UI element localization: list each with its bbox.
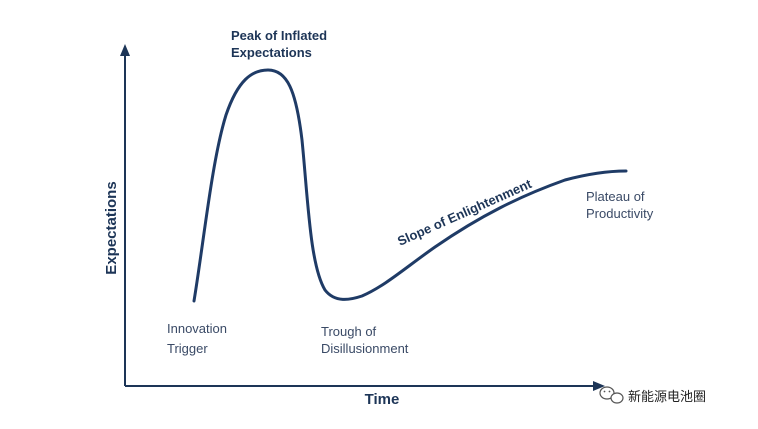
watermark-text: 新能源电池圈 bbox=[628, 389, 706, 405]
watermark: 新能源电池圈 bbox=[599, 386, 706, 405]
y-axis-arrowhead bbox=[120, 44, 130, 56]
hype-curve bbox=[192, 68, 628, 303]
innovation-trigger-line-2: Trigger bbox=[167, 341, 208, 356]
peak-label: Peak of Inflated Expectations bbox=[231, 28, 331, 60]
plateau-label-line-2: Productivity bbox=[586, 206, 654, 221]
slope-label: Slope of Enlightenment bbox=[395, 176, 534, 249]
trough-label: Trough of Disillusionment bbox=[321, 324, 409, 356]
plateau-label: Plateau of Productivity bbox=[586, 189, 654, 221]
y-axis-title: Expectations bbox=[103, 181, 120, 274]
wechat-icon bbox=[599, 386, 624, 404]
innovation-trigger-label: Innovation Trigger bbox=[167, 321, 231, 356]
peak-label-line-1: Peak of Inflated bbox=[231, 28, 327, 43]
x-axis-arrowhead bbox=[593, 381, 605, 391]
x-axis-title: Time bbox=[365, 391, 400, 408]
trough-label-line-2: Disillusionment bbox=[321, 341, 409, 356]
axes bbox=[120, 44, 605, 391]
trough-label-line-1: Trough of bbox=[321, 324, 377, 339]
innovation-trigger-line-1: Innovation bbox=[167, 321, 227, 336]
peak-label-line-2: Expectations bbox=[231, 45, 312, 60]
plateau-label-line-1: Plateau of bbox=[586, 189, 645, 204]
